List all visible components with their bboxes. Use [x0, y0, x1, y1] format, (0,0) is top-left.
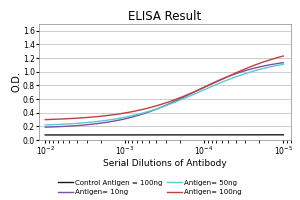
Legend: Control Antigen = 100ng, Antigen= 10ng, Antigen= 50ng, Antigen= 100ng: Control Antigen = 100ng, Antigen= 10ng, …: [57, 178, 243, 197]
Y-axis label: O.D.: O.D.: [11, 72, 21, 92]
Title: ELISA Result: ELISA Result: [128, 10, 202, 23]
X-axis label: Serial Dilutions of Antibody: Serial Dilutions of Antibody: [103, 159, 227, 168]
